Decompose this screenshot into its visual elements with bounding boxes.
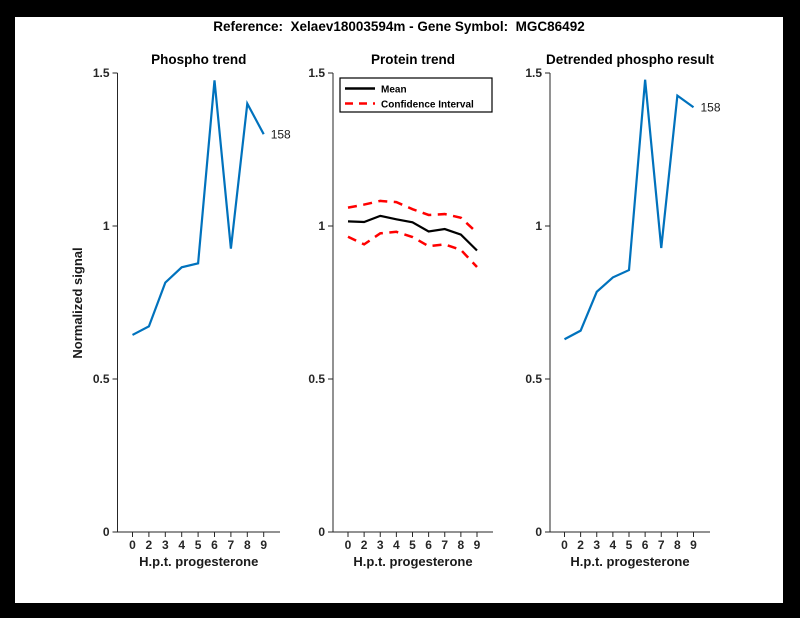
x-tick-label: 5 xyxy=(626,538,633,552)
series-line-2-0 xyxy=(563,79,695,341)
x-tick-label: 6 xyxy=(425,538,432,552)
x-tick-label: 6 xyxy=(211,538,218,552)
subplot-title: Protein trend xyxy=(371,52,455,67)
series-end-label: 158 xyxy=(701,100,721,114)
y-tick-label: 1.5 xyxy=(525,66,542,80)
x-tick-label: 4 xyxy=(393,538,400,552)
x-tick-label: 7 xyxy=(658,538,665,552)
y-tick-label: 0.5 xyxy=(93,372,110,386)
series-line-1-1 xyxy=(347,199,478,234)
x-axis-label: H.p.t. progesterone xyxy=(353,554,472,569)
x-tick-label: 4 xyxy=(178,538,185,552)
x-tick-label: 7 xyxy=(228,538,235,552)
legend-entry-label: Confidence Interval xyxy=(381,99,474,110)
subplot-title: Detrended phospho result xyxy=(546,52,715,67)
figure-canvas xyxy=(15,17,783,603)
y-tick-label: 0.5 xyxy=(525,372,542,386)
y-tick-label: 1 xyxy=(535,219,542,233)
y-tick-label: 0 xyxy=(103,525,110,539)
y-tick-label: 1 xyxy=(103,219,110,233)
x-tick-label: 0 xyxy=(345,538,352,552)
x-tick-label: 9 xyxy=(474,538,481,552)
series-end-label: 158 xyxy=(271,127,291,141)
series-line-1-2 xyxy=(347,230,478,268)
x-tick-label: 8 xyxy=(244,538,251,552)
x-axis-label: H.p.t. progesterone xyxy=(570,554,689,569)
x-tick-label: 3 xyxy=(593,538,600,552)
subplot-title: Phospho trend xyxy=(151,52,246,67)
y-axis-label: Normalized signal xyxy=(70,247,85,358)
x-tick-label: 8 xyxy=(674,538,681,552)
x-tick-label: 9 xyxy=(260,538,267,552)
y-tick-label: 0 xyxy=(318,525,325,539)
y-tick-label: 1.5 xyxy=(308,66,325,80)
x-tick-label: 5 xyxy=(195,538,202,552)
x-tick-label: 5 xyxy=(409,538,416,552)
figure-title: Reference: Xelaev18003594m - Gene Symbol… xyxy=(213,19,584,34)
x-axis-label: H.p.t. progesterone xyxy=(139,554,258,569)
series-line-1-0 xyxy=(347,214,478,252)
x-tick-label: 4 xyxy=(610,538,617,552)
x-tick-label: 2 xyxy=(361,538,368,552)
legend-box xyxy=(339,77,493,113)
x-tick-label: 0 xyxy=(129,538,136,552)
x-tick-label: 3 xyxy=(377,538,384,552)
x-tick-label: 8 xyxy=(458,538,465,552)
series-line-0-0 xyxy=(131,80,265,336)
y-tick-label: 1.5 xyxy=(93,66,110,80)
y-tick-label: 1 xyxy=(318,219,325,233)
x-tick-label: 0 xyxy=(561,538,568,552)
x-tick-label: 7 xyxy=(441,538,448,552)
x-tick-label: 6 xyxy=(642,538,649,552)
x-tick-label: 2 xyxy=(577,538,584,552)
x-tick-label: 3 xyxy=(162,538,169,552)
x-tick-label: 9 xyxy=(690,538,697,552)
y-tick-label: 0 xyxy=(535,525,542,539)
legend: Mean Confidence Interval xyxy=(339,77,493,113)
y-tick-label: 0.5 xyxy=(308,372,325,386)
legend-entry-label: Mean xyxy=(381,84,407,95)
x-tick-label: 2 xyxy=(146,538,153,552)
